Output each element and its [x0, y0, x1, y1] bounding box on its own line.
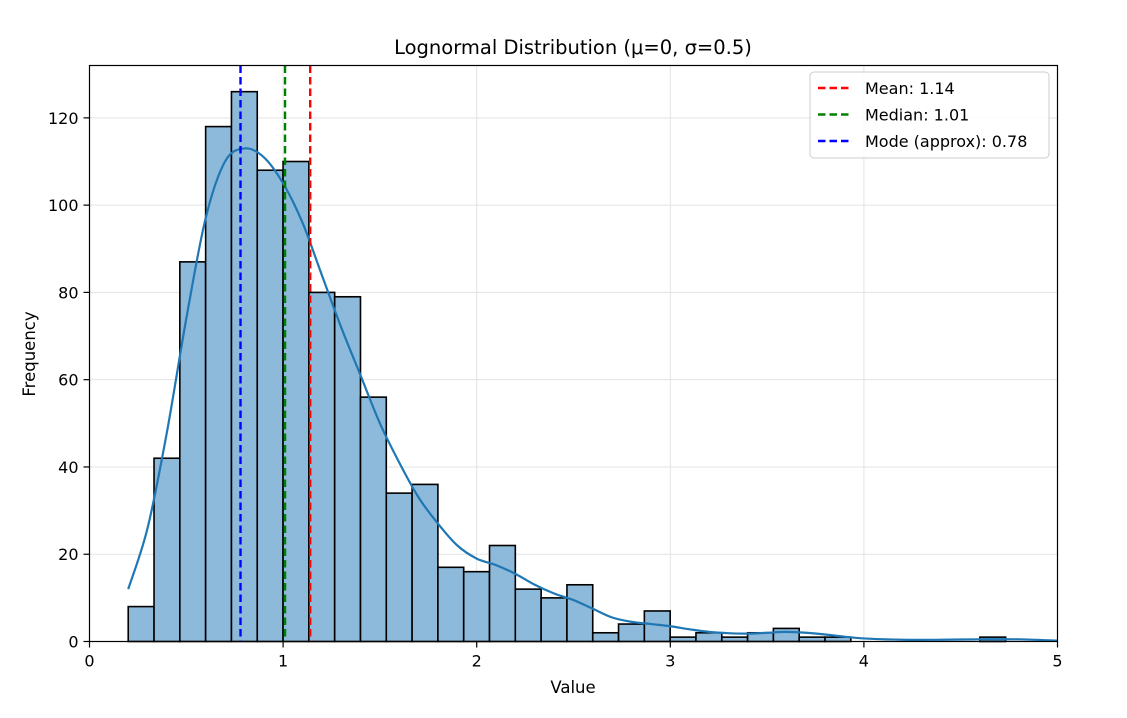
y-tick-label: 20 — [58, 545, 78, 564]
x-axis-ticks: 0 1 2 3 4 5 — [84, 641, 1063, 671]
legend: Mean: 1.14 Median: 1.01 Mode (approx): 0.7… — [809, 71, 1050, 159]
histogram-bar — [230, 90, 259, 643]
histogram-bar — [411, 483, 439, 643]
histogram-bar — [540, 597, 568, 643]
histogram-bar — [462, 570, 491, 643]
y-tick-label: 60 — [58, 371, 78, 390]
x-tick-label: 2 — [472, 652, 482, 671]
y-tick-label: 0 — [68, 633, 78, 652]
histogram-bar — [282, 160, 310, 643]
histogram-bar — [179, 261, 207, 643]
histogram-bars — [127, 90, 1007, 643]
y-axis-label: Frequency — [20, 311, 39, 396]
x-tick-label: 3 — [665, 652, 675, 671]
legend-mean-label: Mean: 1.14 — [865, 79, 955, 98]
y-tick-label: 100 — [48, 196, 79, 215]
x-axis-label: Value — [550, 678, 595, 697]
histogram-bar — [308, 291, 336, 643]
histogram-bar — [514, 588, 542, 643]
reference-lines — [239, 65, 312, 642]
histogram-bar — [127, 605, 155, 643]
y-tick-label: 40 — [58, 458, 78, 477]
histogram-bar — [566, 583, 594, 643]
x-tick-label: 5 — [1052, 652, 1062, 671]
histogram-bar — [256, 169, 284, 643]
chart-title: Lognormal Distribution (μ=0, σ=0.5) — [394, 36, 752, 59]
histogram-bar — [437, 566, 465, 643]
y-tick-label: 80 — [58, 283, 78, 302]
legend-box — [809, 71, 1050, 159]
x-tick-label: 1 — [278, 652, 288, 671]
histogram-bar — [488, 544, 517, 643]
x-tick-label: 4 — [859, 652, 869, 671]
legend-mode-label: Mode (approx): 0.78 — [865, 132, 1027, 151]
histogram-bar — [695, 631, 723, 643]
histogram-bar — [772, 627, 800, 643]
x-tick-label: 0 — [84, 652, 94, 671]
histogram-bar — [720, 636, 749, 643]
histogram-bar — [333, 295, 362, 643]
y-axis-ticks: 0 20 40 60 80 100 120 — [48, 109, 90, 652]
histogram-bar — [359, 396, 388, 643]
histogram-bar — [617, 623, 646, 643]
plot-frame — [88, 64, 1059, 643]
histogram-bar — [591, 631, 620, 643]
kde-curve — [127, 147, 1058, 642]
histogram-bar — [385, 492, 413, 643]
histogram-bar — [153, 457, 181, 643]
histogram-bar — [669, 636, 697, 643]
histogram-bar — [798, 636, 826, 643]
legend-median-label: Median: 1.01 — [865, 106, 969, 125]
y-tick-label: 120 — [48, 109, 79, 128]
